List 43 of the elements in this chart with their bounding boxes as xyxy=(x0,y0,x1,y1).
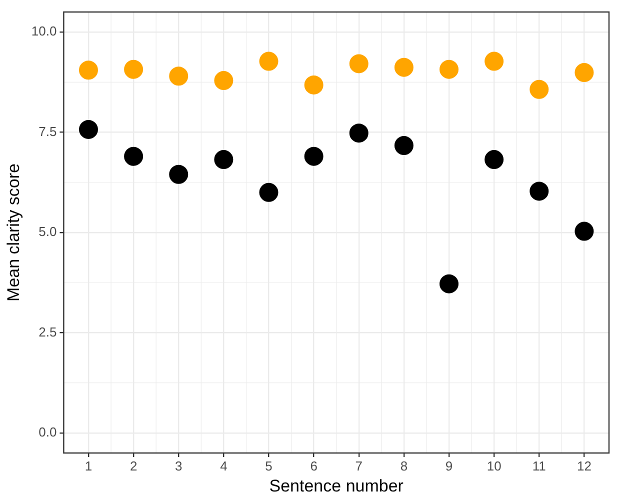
x-tick-label: 9 xyxy=(445,458,453,474)
point xyxy=(394,136,414,156)
x-tick-label: 2 xyxy=(130,458,138,474)
point xyxy=(530,182,549,201)
x-tick-label: 3 xyxy=(175,458,182,474)
point xyxy=(78,120,98,139)
point xyxy=(484,52,504,71)
point xyxy=(484,150,504,170)
x-tick-label: 6 xyxy=(310,458,318,474)
point xyxy=(349,54,368,74)
y-tick-label: 5.0 xyxy=(38,224,57,240)
y-tick-label: 0.0 xyxy=(38,424,57,440)
x-tick-label: 1 xyxy=(84,458,92,474)
point xyxy=(440,60,459,79)
x-tick-label: 10 xyxy=(486,458,502,474)
y-axis-title: Mean clarity score xyxy=(4,164,23,302)
point xyxy=(349,124,368,143)
point xyxy=(574,222,594,241)
point xyxy=(214,150,234,170)
point xyxy=(574,63,594,82)
y-tick-label: 2.5 xyxy=(38,324,57,340)
point xyxy=(259,182,278,202)
point xyxy=(78,60,98,80)
y-tick-label: 7.5 xyxy=(38,124,57,139)
x-axis-title: Sentence number xyxy=(269,476,404,496)
point xyxy=(259,52,278,71)
point xyxy=(530,80,549,99)
point xyxy=(440,274,459,294)
x-tick-label: 8 xyxy=(400,458,408,474)
point xyxy=(169,164,188,184)
point xyxy=(214,71,234,90)
point xyxy=(124,60,144,79)
point xyxy=(169,66,188,86)
point xyxy=(304,146,324,166)
x-tick-label: 12 xyxy=(576,458,592,474)
point xyxy=(124,146,144,166)
x-tick-label: 5 xyxy=(265,458,272,474)
x-tick-label: 11 xyxy=(532,458,546,474)
point xyxy=(304,75,324,94)
x-tick-label: 7 xyxy=(355,458,362,474)
point xyxy=(394,58,414,77)
y-tick-label: 10.0 xyxy=(31,24,57,39)
x-tick-label: 4 xyxy=(220,458,228,474)
